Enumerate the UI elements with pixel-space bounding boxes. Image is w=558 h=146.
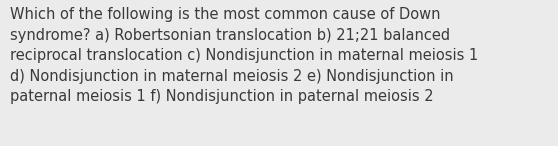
Text: Which of the following is the most common cause of Down
syndrome? a) Robertsonia: Which of the following is the most commo… [10,7,478,104]
